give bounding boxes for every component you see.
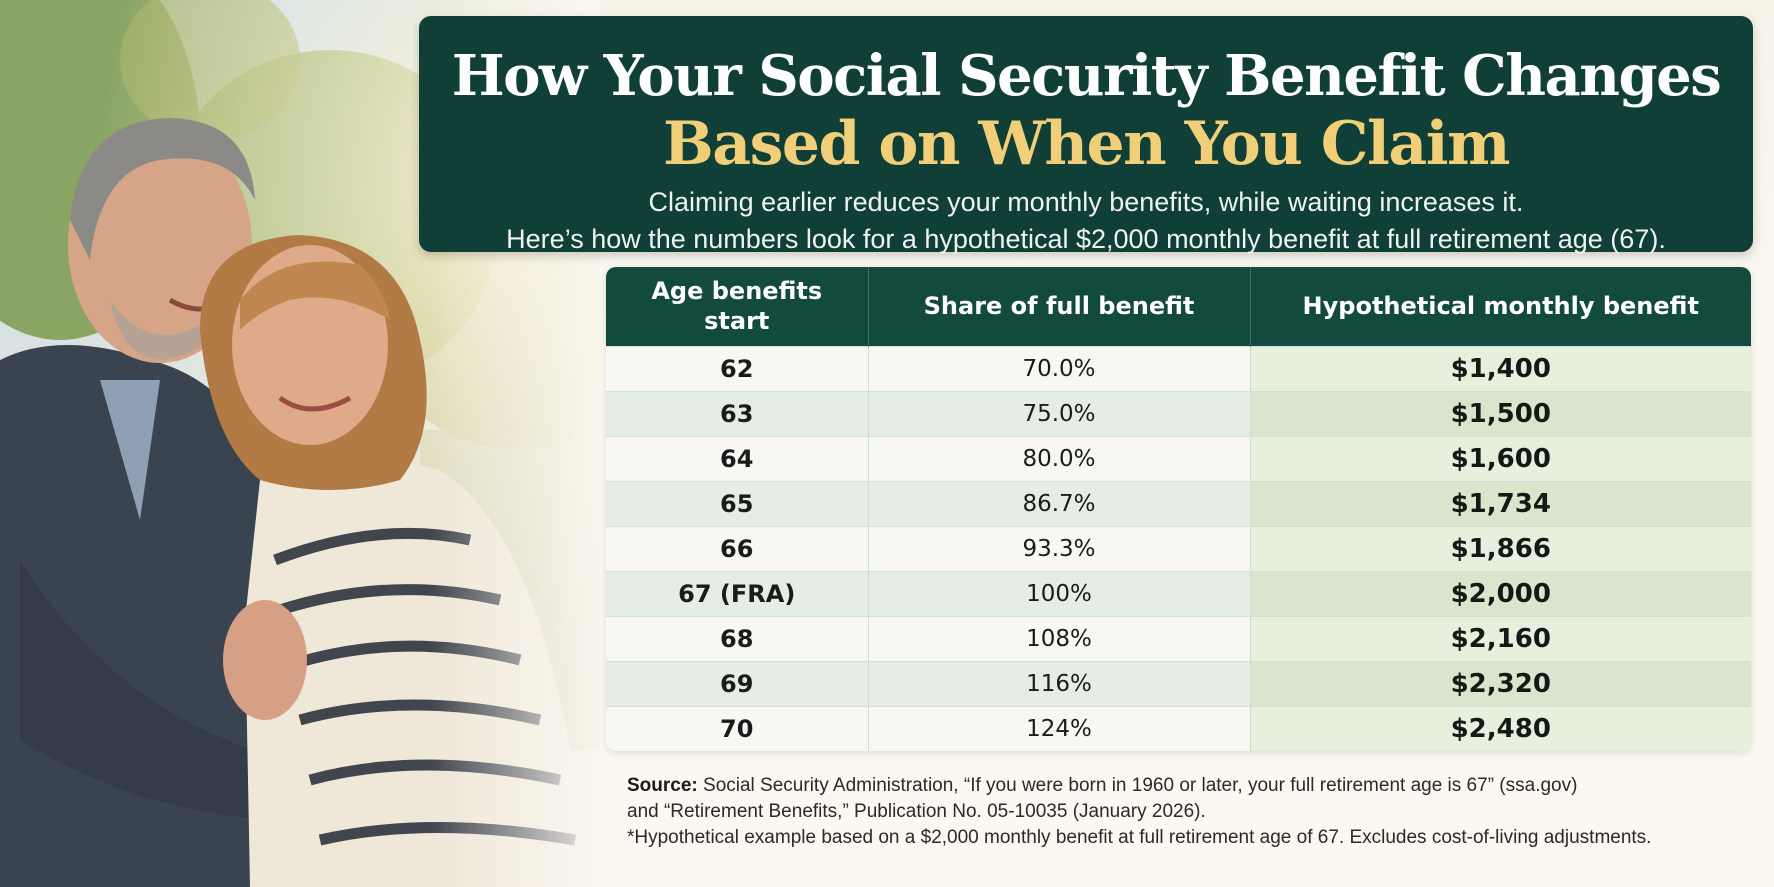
source-line-2: and “Retirement Benefits,” Publication N…: [627, 801, 1206, 822]
source-line-1: Source: Social Security Administration, …: [627, 773, 1747, 799]
cell-benefit: $2,000: [1250, 570, 1751, 616]
cell-share: 93.3%: [868, 525, 1251, 571]
header-card: How Your Social Security Benefit Changes…: [419, 16, 1753, 254]
subtitle-line-2: Here’s how the numbers look for a hypoth…: [506, 224, 1666, 254]
cell-benefit: $2,160: [1250, 615, 1751, 661]
cell-benefit: $2,480: [1250, 705, 1751, 751]
cell-age: 69: [606, 660, 869, 706]
cell-share: 116%: [868, 660, 1251, 706]
table-row: 69 116% $2,320: [606, 660, 1751, 706]
table-row: 68 108% $2,160: [606, 615, 1751, 661]
cell-age: 70: [606, 705, 869, 751]
cell-age: 64: [606, 435, 869, 481]
cell-age: 63: [606, 390, 869, 436]
cell-share: 100%: [868, 570, 1251, 616]
cell-benefit: $1,500: [1250, 390, 1751, 436]
cell-age: 65: [606, 480, 869, 526]
source-label: Source:: [627, 775, 698, 796]
source-text: Social Security Administration, “If you …: [697, 775, 1578, 796]
benefit-table: Age benefits start Share of full benefit…: [606, 267, 1751, 751]
cell-age: 66: [606, 525, 869, 571]
footnote: *Hypothetical example based on a $2,000 …: [627, 827, 1652, 848]
cell-benefit: $1,866: [1250, 525, 1751, 571]
cell-age: 67 (FRA): [606, 570, 869, 616]
table-row: 65 86.7% $1,734: [606, 480, 1751, 526]
cell-share: 80.0%: [868, 435, 1251, 481]
page-title: How Your Social Security Benefit Changes: [451, 43, 1722, 109]
subtitle-line-1: Claiming earlier reduces your monthly be…: [648, 187, 1524, 217]
cell-age: 68: [606, 615, 869, 661]
cell-share: 86.7%: [868, 480, 1251, 526]
table-row: 62 70.0% $1,400: [606, 345, 1751, 391]
cell-benefit: $1,400: [1250, 345, 1751, 391]
cell-share: 70.0%: [868, 345, 1251, 391]
table-row: 70 124% $2,480: [606, 705, 1751, 751]
cell-share: 75.0%: [868, 390, 1251, 436]
column-header-age: Age benefits start: [606, 267, 869, 346]
table-row: 67 (FRA) 100% $2,000: [606, 570, 1751, 616]
column-header-benefit: Hypothetical monthly benefit: [1250, 267, 1751, 346]
column-header-share: Share of full benefit: [868, 267, 1251, 346]
cell-benefit: $1,600: [1250, 435, 1751, 481]
table-header-row: Age benefits start Share of full benefit…: [606, 267, 1751, 346]
table-row: 63 75.0% $1,500: [606, 390, 1751, 436]
cell-age: 62: [606, 345, 869, 391]
page-title-accent: Based on When You Claim: [663, 109, 1510, 179]
table-row: 64 80.0% $1,600: [606, 435, 1751, 481]
cell-benefit: $1,734: [1250, 480, 1751, 526]
cell-share: 124%: [868, 705, 1251, 751]
cell-share: 108%: [868, 615, 1251, 661]
cell-benefit: $2,320: [1250, 660, 1751, 706]
source-notes: Source: Social Security Administration, …: [627, 773, 1747, 851]
table-row: 66 93.3% $1,866: [606, 525, 1751, 571]
